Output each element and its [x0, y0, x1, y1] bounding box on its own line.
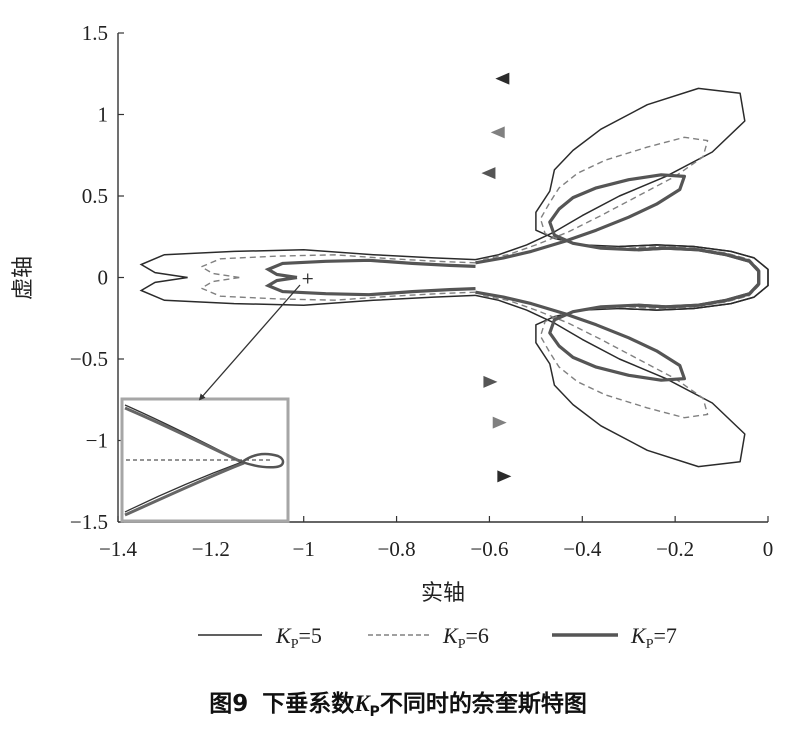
y-axis-ticks: 1.5 1 0.5 0 −0.5 −1 −1.5 [70, 21, 124, 534]
y-axis-title: 虚轴 [11, 256, 36, 300]
x-tick-label: −0.2 [656, 537, 694, 561]
curve-lobe-upper [199, 254, 476, 279]
series-kp-7 [264, 167, 761, 388]
x-tick-label: −0.4 [563, 537, 602, 561]
direction-arrow [481, 167, 496, 180]
curve-lobe-lower [199, 276, 476, 301]
x-tick-label: −1.2 [192, 537, 230, 561]
y-tick-label: −1 [86, 429, 108, 453]
y-tick-label: −1.5 [70, 510, 108, 534]
direction-arrow [497, 470, 512, 483]
direction-arrow [490, 126, 505, 139]
y-tick-label: 1 [98, 103, 109, 127]
curves [139, 72, 769, 483]
curve-branch-lower [479, 245, 760, 419]
direction-arrow [483, 375, 498, 388]
x-tick-label: −1 [293, 537, 315, 561]
curve-lobe-upper [139, 249, 476, 279]
critical-point-marker: + [301, 269, 314, 288]
y-tick-label: 1.5 [82, 21, 108, 45]
curve-lobe-upper [264, 258, 476, 280]
curve-lobe-lower [139, 276, 476, 306]
curve-branch-upper [475, 173, 761, 309]
x-tick-label: −1.4 [99, 537, 138, 561]
legend: KP=5 KP=6 KP=7 [198, 623, 677, 652]
inset-loop [241, 452, 285, 469]
inset-curve-lower [124, 461, 243, 513]
curve-branch-upper [475, 87, 769, 311]
figure-caption: 图9 下垂系数KP不同时的奈奎斯特图 [209, 690, 587, 720]
legend-label-kp6: KP=6 [442, 623, 489, 652]
curve-lobe-lower [264, 275, 476, 297]
zoom-inset [120, 397, 290, 523]
curve-branch-lower [475, 246, 761, 382]
series-kp-5 [139, 72, 769, 483]
direction-arrow [492, 416, 507, 429]
y-tick-label: 0.5 [82, 184, 108, 208]
zoom-pointer-arrow [198, 284, 301, 401]
y-tick-label: −0.5 [70, 347, 108, 371]
curve-branch-upper [479, 136, 760, 310]
direction-arrow [495, 72, 510, 85]
legend-label-kp5: KP=5 [275, 623, 322, 652]
y-tick-label: 0 [98, 266, 109, 290]
x-tick-label: −0.6 [470, 537, 508, 561]
inset-curve-lower-bold [124, 461, 245, 517]
curve-branch-lower [475, 244, 769, 468]
legend-label-kp7: KP=7 [630, 623, 677, 652]
x-axis-title: 实轴 [421, 581, 465, 606]
inset-curve-upper-bold [124, 406, 245, 465]
x-tick-label: 0 [763, 537, 774, 561]
x-tick-label: −0.8 [378, 537, 416, 561]
x-axis-ticks: −1.4 −1.2 −1 −0.8 −0.6 −0.4 −0.2 0 [99, 516, 773, 561]
